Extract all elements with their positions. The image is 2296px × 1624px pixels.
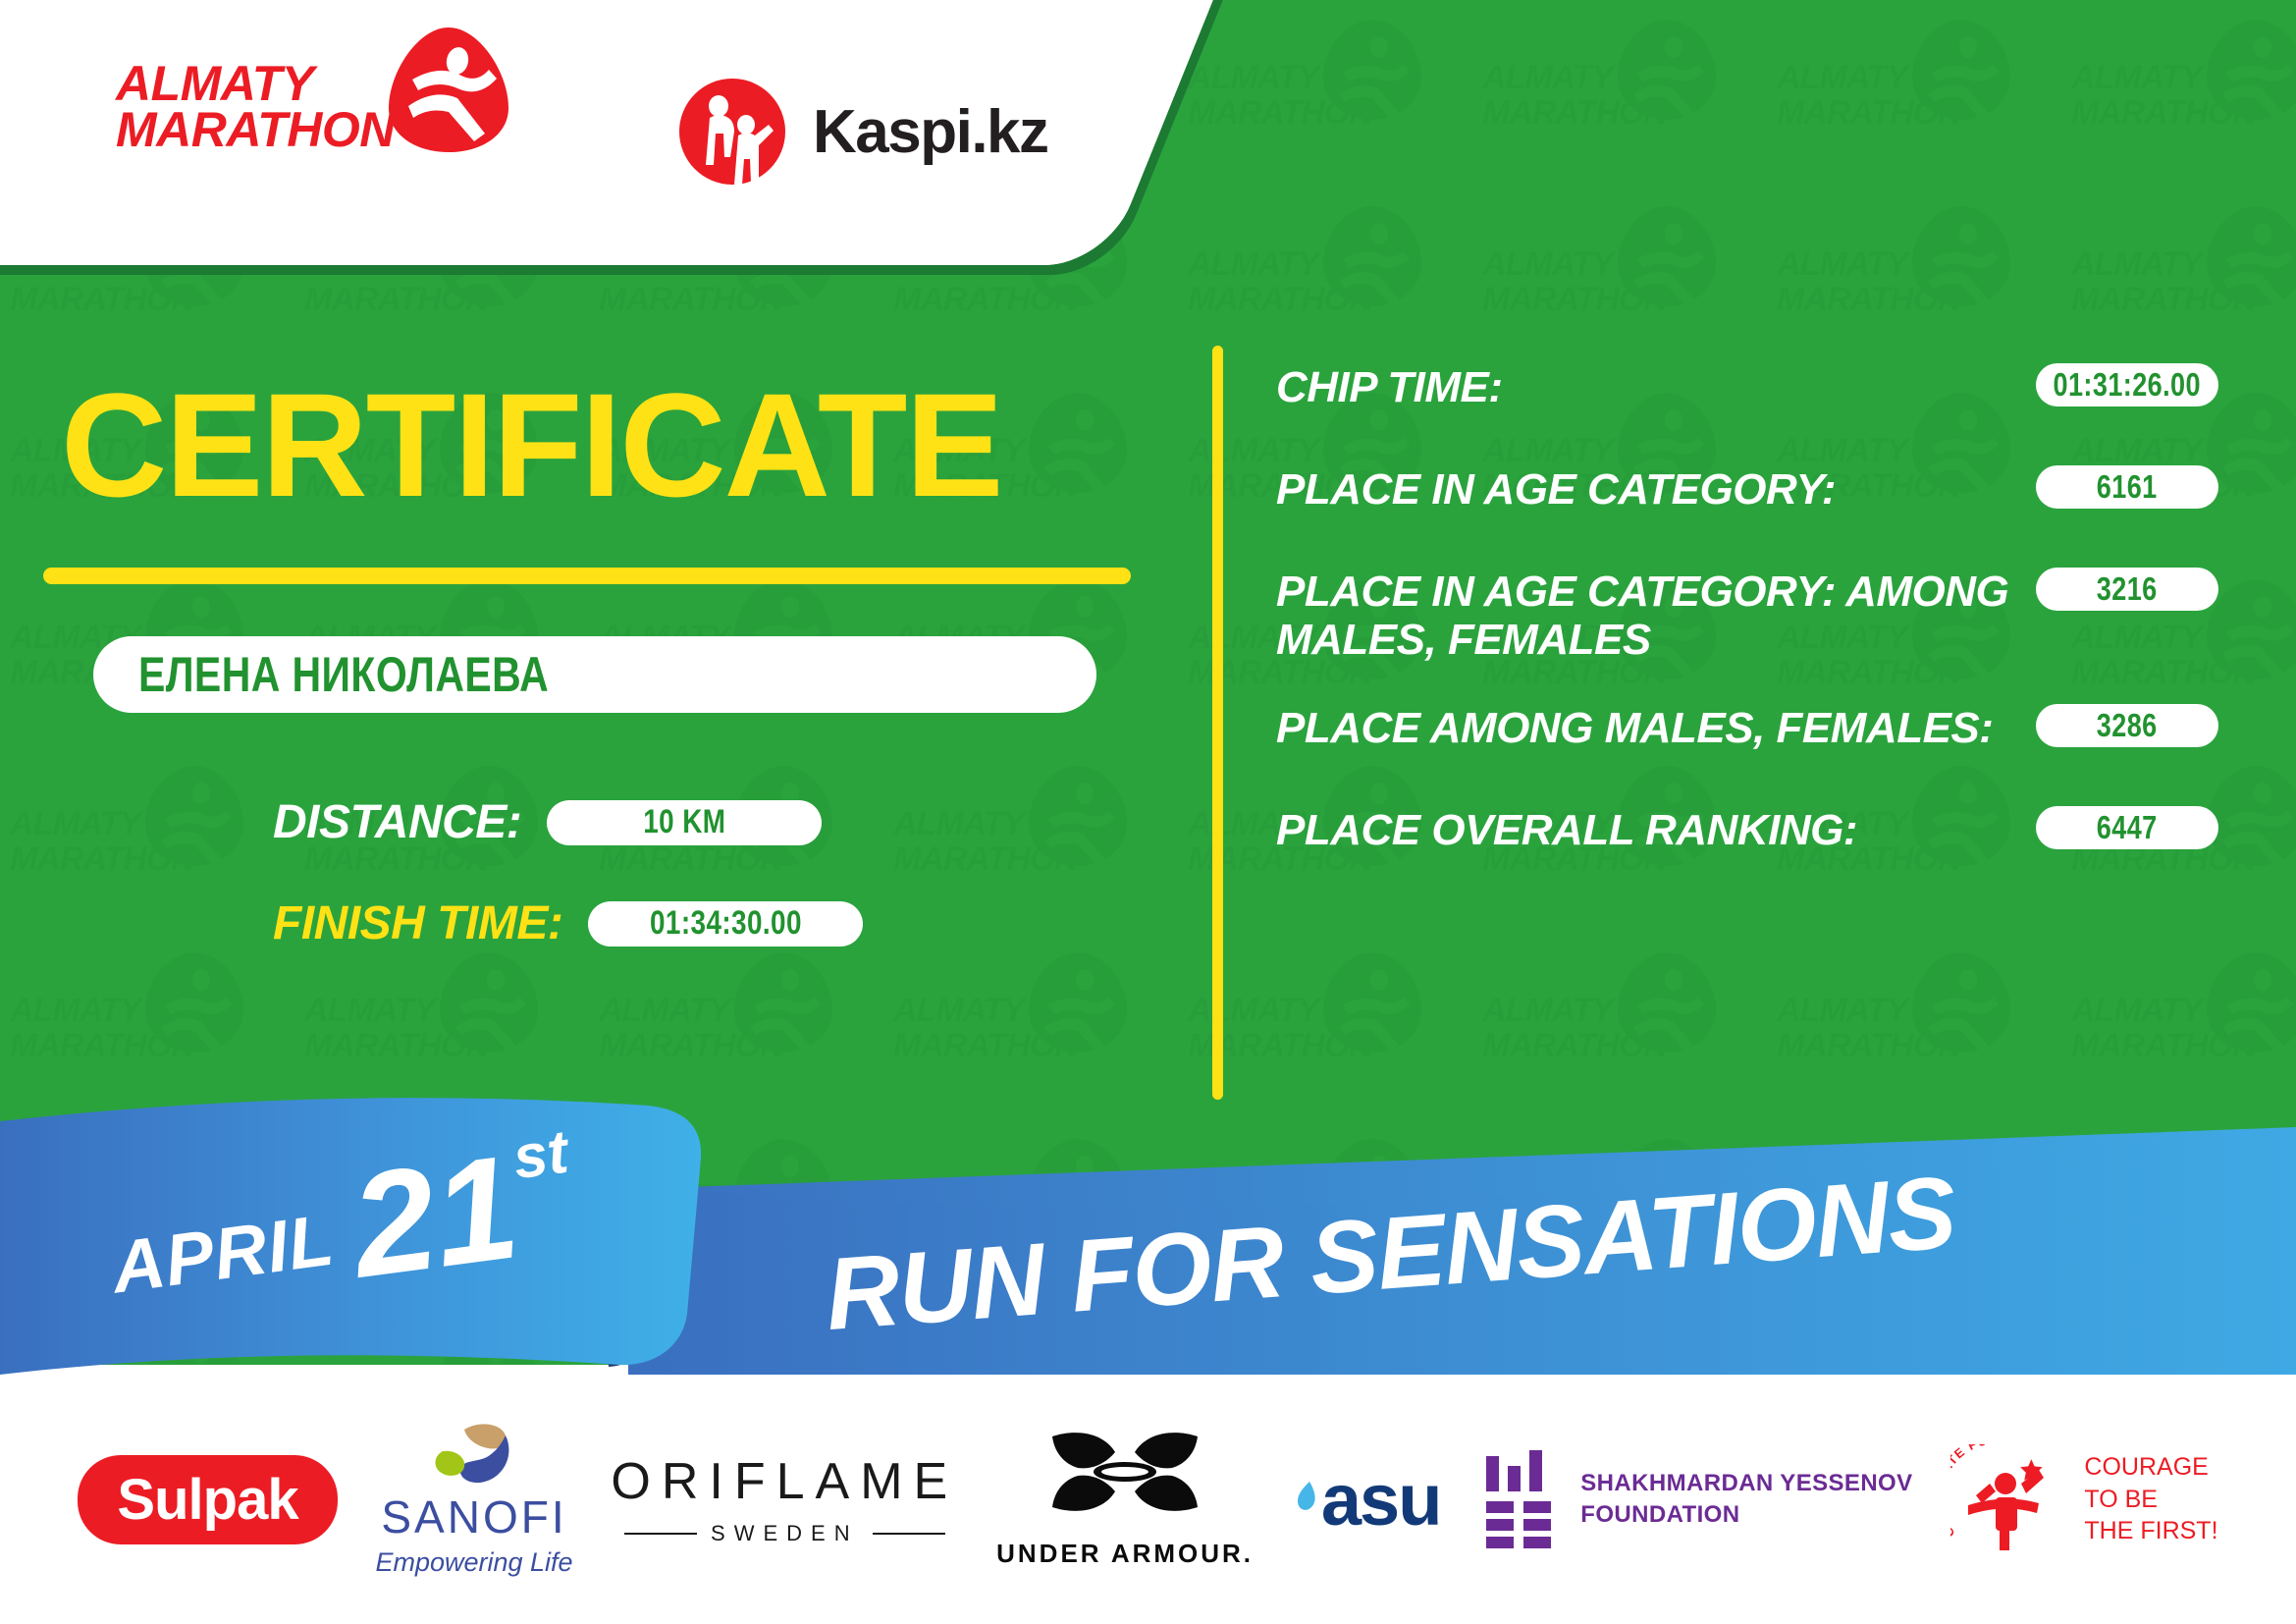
courage-wordmark: COURAGE TO BE THE FIRST! (2084, 1451, 2217, 1547)
yessenov-line1: SHAKHMARDAN YESSENOV (1580, 1469, 1913, 1496)
sponsor-logo-sulpak: Sulpak (78, 1454, 338, 1544)
sponsor-logo-oriflame: ORIFLAME SWEDEN (611, 1452, 958, 1546)
left-stats-group: DISTANCE: 10 KM FINISH TIME: 01:34:30.00 (0, 795, 1139, 998)
kaspi-wordmark: Kaspi.kz (813, 97, 1049, 166)
ribbon-day: 21 (343, 1122, 527, 1309)
courage-line3: THE FIRST! (2084, 1517, 2218, 1545)
almaty-marathon-line1: ALMATY (116, 55, 314, 111)
yessenov-bars-icon (1486, 1450, 1552, 1548)
stat-label-place-age-category: PLACE IN AGE CATEGORY: (1276, 465, 1837, 514)
stat-value-pill-distance: 10 KM (547, 799, 823, 845)
stat-value-place-age-category-among: 3216 (2097, 570, 2158, 607)
sanofi-wordmark: SANOFI (381, 1490, 567, 1543)
oriflame-rule-right (872, 1533, 945, 1535)
sponsor-logo-courage-fund: CORPORATE FUND COURAGE TO BE THE FIRST! (1950, 1444, 2218, 1554)
ribbon-month: APRIL (107, 1198, 339, 1309)
stat-label-place-overall-ranking: PLACE OVERALL RANKING: (1276, 805, 1857, 854)
almaty-marathon-line2: MARATHON (116, 101, 395, 157)
sanofi-tagline: Empowering Life (375, 1546, 573, 1577)
stat-value-pill-place-among-males-females: 3286 (2036, 703, 2218, 747)
sponsor-logo-sanofi: SANOFI Empowering Life (375, 1422, 573, 1578)
stat-row-place-age-category-among: PLACE IN AGE CATEGORY: AMONG MALES, FEMA… (1276, 568, 2218, 665)
under-armour-wordmark: UNDER ARMOUR. (996, 1538, 1255, 1568)
stat-value-pill-finish-time: 01:34:30.00 (588, 900, 864, 947)
almaty-marathon-wordmark: ALMATY MARATHON (116, 55, 395, 157)
sanofi-mark-icon (435, 1423, 509, 1483)
stat-value-place-overall-ranking: 6447 (2097, 808, 2158, 845)
stat-value-chip-time: 01:31:26.00 (2053, 366, 2202, 403)
yessenov-line2: FOUNDATION (1580, 1501, 1740, 1528)
stat-value-place-age-category: 6161 (2097, 468, 2158, 505)
courage-runner-icon: CORPORATE FUND (1950, 1444, 2045, 1550)
under-armour-icon (1052, 1432, 1199, 1511)
header-logo-bar: ALMATY MARATHON Kaspi.kz (0, 0, 1178, 265)
certificate-title: CERTIFICATE (61, 362, 1003, 527)
stat-row-place-age-category: PLACE IN AGE CATEGORY: 6161 (1276, 465, 2218, 528)
oriflame-rule-left (624, 1533, 698, 1535)
sponsor-logo-yessenov-foundation: SHAKHMARDAN YESSENOV FOUNDATION (1478, 1450, 1912, 1548)
title-underline-rule (43, 568, 1131, 584)
kaspi-logo: Kaspi.kz (677, 77, 1049, 187)
oriflame-tagline: SWEDEN (711, 1521, 859, 1545)
sulpak-wordmark: Sulpak (117, 1467, 298, 1532)
oriflame-wordmark: ORIFLAME (611, 1453, 959, 1510)
asu-droplet-icon (1297, 1482, 1315, 1510)
sponsor-logo-under-armour: UNDER ARMOUR. (996, 1431, 1254, 1569)
stat-row-place-overall-ranking: PLACE OVERALL RANKING: 6447 (1276, 805, 2218, 869)
stat-value-finish-time: 01:34:30.00 (649, 904, 802, 942)
stat-label-place-among-males-females: PLACE AMONG MALES, FEMALES: (1276, 703, 1994, 752)
asu-wordmark: asu (1320, 1458, 1443, 1541)
stat-row-chip-time: CHIP TIME: 01:31:26.00 (1276, 363, 2218, 426)
stat-row-finish-time: FINISH TIME: 01:34:30.00 (0, 896, 1139, 950)
kaspi-people-icon (679, 79, 785, 185)
stat-value-pill-chip-time: 01:31:26.00 (2036, 363, 2218, 406)
sponsor-logo-asu: asu (1292, 1458, 1443, 1542)
stat-value-distance: 10 KM (643, 803, 726, 840)
courage-line2: TO BE (2084, 1485, 2158, 1513)
stat-value-pill-place-age-category-among: 3216 (2036, 568, 2218, 611)
vertical-divider (1212, 346, 1223, 1100)
stat-row-place-among-males-females: PLACE AMONG MALES, FEMALES: 3286 (1276, 703, 2218, 767)
courage-line1: COURAGE (2084, 1453, 2209, 1482)
participant-name-value: ЕЛЕНА НИКОЛАЕВА (138, 647, 550, 702)
ribbon-ordinal: st (508, 1117, 572, 1193)
yessenov-wordmark: SHAKHMARDAN YESSENOV FOUNDATION (1580, 1468, 1912, 1532)
stat-row-distance: DISTANCE: 10 KM (0, 795, 1139, 849)
almaty-marathon-logo: ALMATY MARATHON (116, 27, 512, 157)
stat-value-pill-place-age-category: 6161 (2036, 465, 2218, 509)
stat-label-finish-time: FINISH TIME: (273, 897, 563, 949)
stat-label-place-age-category-among: PLACE IN AGE CATEGORY: AMONG MALES, FEMA… (1276, 568, 2009, 665)
stat-label-chip-time: CHIP TIME: (1276, 363, 1503, 411)
right-stats-group: CHIP TIME: 01:31:26.00 PLACE IN AGE CATE… (1276, 363, 2218, 908)
stat-value-place-among-males-females: 3286 (2097, 706, 2158, 743)
stat-value-pill-place-overall-ranking: 6447 (2036, 805, 2218, 849)
runner-drop-icon (388, 27, 508, 152)
oriflame-subline: SWEDEN (624, 1521, 945, 1546)
stat-label-distance: DISTANCE: (273, 796, 522, 848)
participant-name-field: ЕЛЕНА НИКОЛАЕВА (93, 636, 1096, 713)
sponsor-logo-bar: Sulpak SANOFI Empowering Life ORIFLAME S… (0, 1375, 2296, 1624)
